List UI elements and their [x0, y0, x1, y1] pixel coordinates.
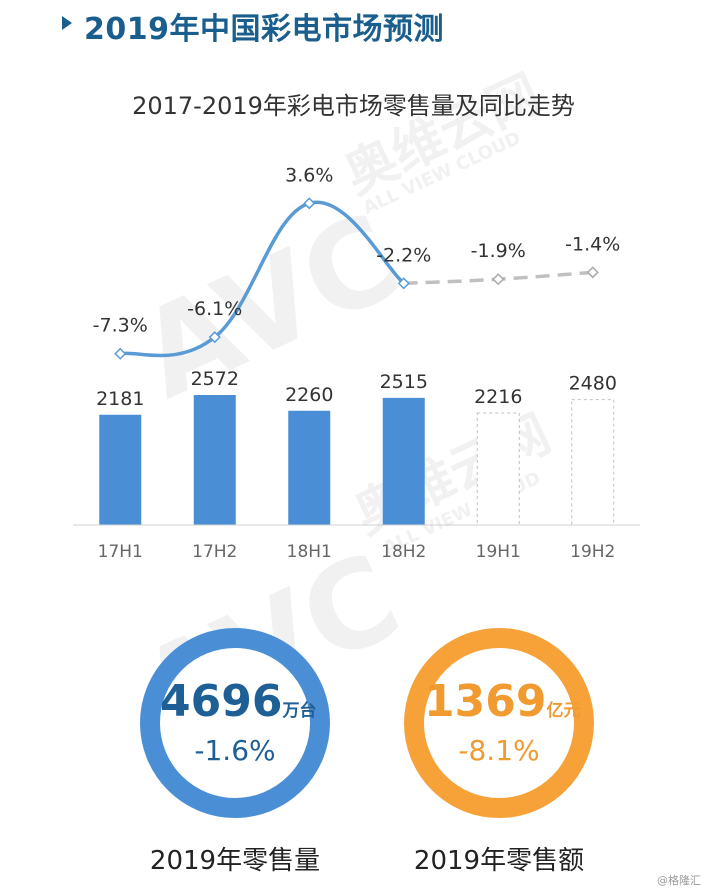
bar-19H1: [476, 412, 520, 526]
bar-17H1: [99, 414, 142, 525]
section-header: 2019年中国彩电市场预测: [0, 0, 707, 50]
yoy-point-18H2: [397, 277, 410, 290]
chart: 2181 2572 2260 2515 2216 2480 17H1 17H2 18H1 18H2…: [73, 164, 640, 562]
bar-label-19H2: 2480: [569, 373, 617, 395]
volume-change: -1.6%: [194, 734, 276, 767]
source-credit: @格隆汇: [657, 874, 701, 887]
yoy-point-17H1: [114, 347, 127, 360]
yoy-line-actual: [119, 200, 405, 358]
revenue-label: 2019年零售额: [413, 846, 585, 876]
yoy-label-19H1: -1.9%: [471, 240, 526, 262]
yoy-label-18H1: 3.6%: [285, 164, 333, 186]
tick-label-17H2: 17H2: [192, 542, 237, 562]
yoy-label-18H2: -2.2%: [376, 244, 431, 266]
bar-18H2: [382, 397, 425, 525]
revenue-unit: 亿元: [546, 701, 581, 721]
volume-value: 4696: [160, 676, 283, 727]
tick-label-19H1: 19H1: [476, 542, 521, 562]
chart-title: 2017-2019年彩电市场零售量及同比走势: [132, 92, 575, 120]
bar-17H2: [193, 395, 236, 525]
yoy-point-19H2: [586, 266, 599, 279]
yoy-label-17H2: -6.1%: [187, 298, 242, 320]
bar-label-17H2: 2572: [191, 368, 239, 390]
tick-label-18H1: 18H1: [287, 542, 332, 562]
bar-18H1: [288, 410, 331, 525]
bar-label-18H2: 2515: [380, 371, 428, 393]
volume-unit: 万台: [282, 701, 317, 721]
bar-label-18H1: 2260: [285, 384, 333, 406]
yoy-point-17H2: [208, 331, 221, 344]
revenue-value-row: 1369亿元: [424, 676, 580, 727]
bar-label-19H1: 2216: [474, 386, 522, 408]
tick-label-19H2: 19H2: [570, 542, 615, 562]
yoy-label-19H2: -1.4%: [565, 233, 620, 255]
revenue-change: -8.1%: [458, 734, 540, 767]
yoy-label-17H1: -7.3%: [93, 315, 148, 337]
bar-label-17H1: 2181: [96, 388, 144, 410]
volume-label: 2019年零售量: [149, 846, 321, 876]
yoy-point-19H1: [492, 273, 505, 286]
revenue-ring: 1369亿元 -8.1%: [404, 628, 594, 818]
bar-19H2: [571, 399, 615, 526]
yoy-point-18H1: [303, 197, 316, 210]
section-title: 2019年中国彩电市场预测: [84, 12, 444, 47]
revenue-value: 1369: [424, 676, 547, 727]
tick-label-17H1: 17H1: [98, 542, 143, 562]
tick-label-18H2: 18H2: [381, 542, 426, 562]
volume-value-row: 4696万台: [160, 676, 316, 727]
triangle-bullet-icon: [62, 16, 72, 30]
volume-ring: 4696万台 -1.6%: [140, 628, 330, 818]
